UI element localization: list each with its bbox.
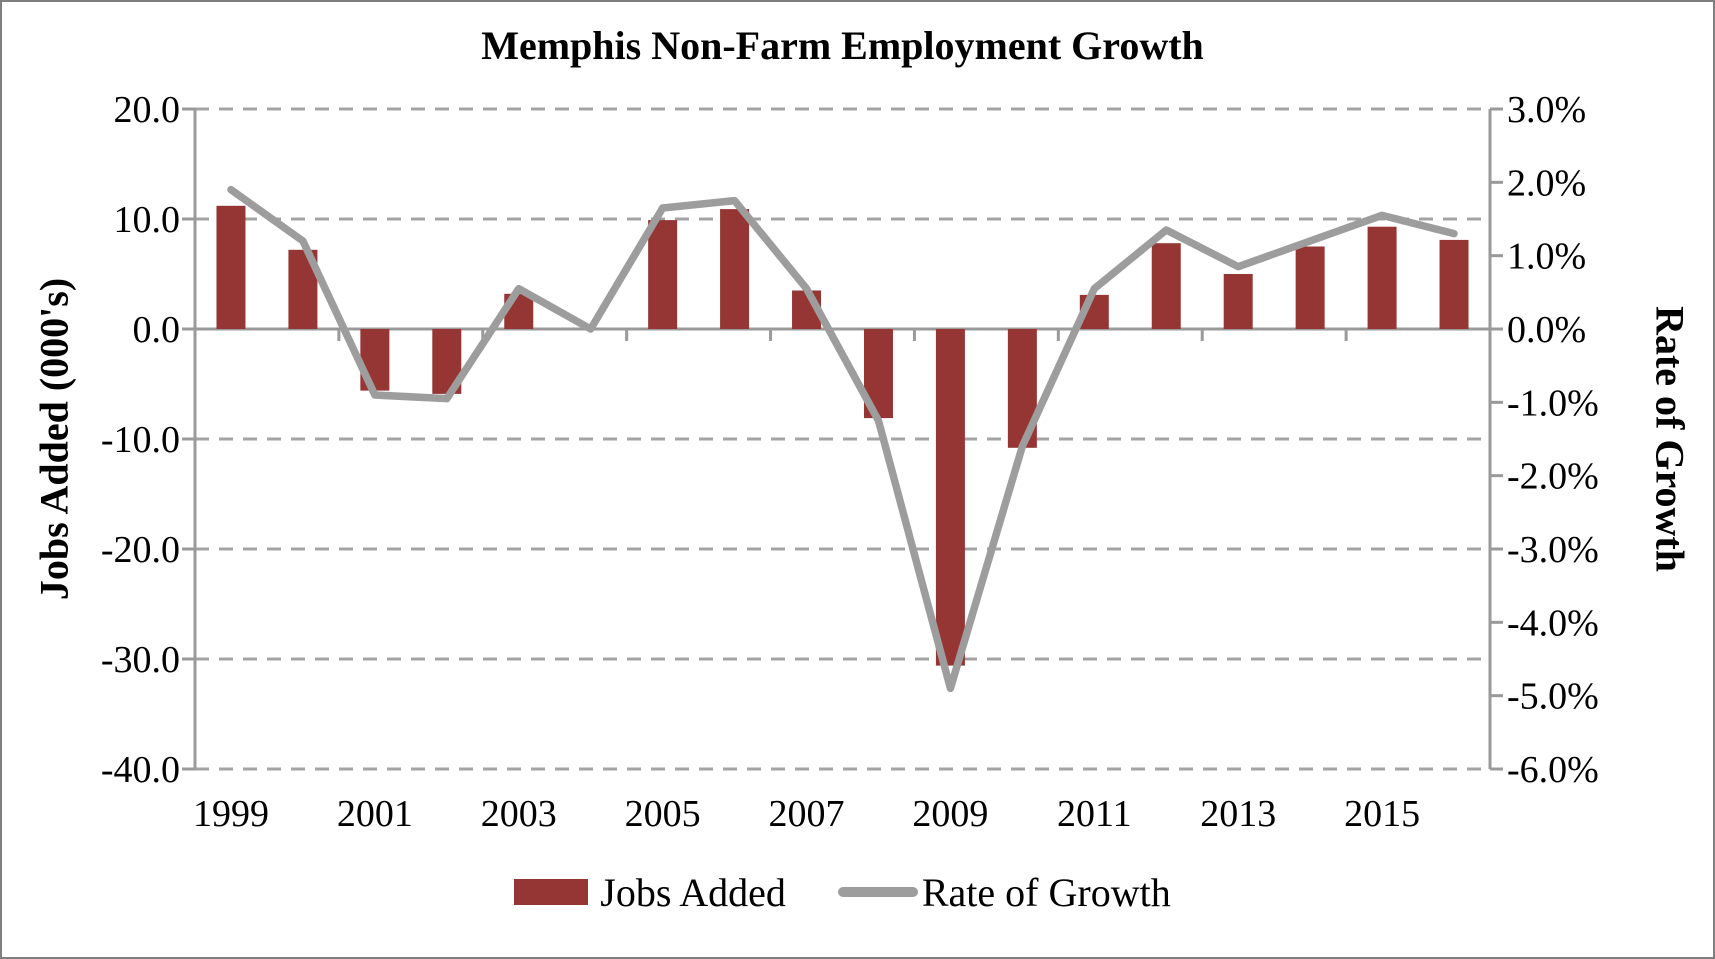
legend-line-swatch-icon bbox=[837, 887, 918, 897]
left-axis-tick-label: 20.0 bbox=[114, 89, 181, 131]
right-axis-tick-label: -6.0% bbox=[1507, 749, 1599, 791]
x-axis-label-1999: 1999 bbox=[193, 793, 269, 835]
bar-2009 bbox=[935, 329, 965, 666]
left-axis-tick-label: -20.0 bbox=[101, 529, 180, 571]
legend-item-rate-of-growth: Rate of Growth bbox=[837, 869, 1171, 916]
bar-2016 bbox=[1439, 239, 1469, 329]
left-axis-tick-label: -40.0 bbox=[101, 749, 180, 791]
rate-of-growth-line bbox=[227, 185, 1458, 693]
bar-1999 bbox=[216, 205, 246, 329]
right-axis-tick-label: -1.0% bbox=[1507, 382, 1599, 424]
right-axis-tick-label: 3.0% bbox=[1507, 89, 1586, 131]
x-axis-label-2013: 2013 bbox=[1200, 793, 1276, 835]
right-axis-tick-label: -4.0% bbox=[1507, 602, 1599, 644]
left-axis-tick-label: 10.0 bbox=[114, 199, 181, 241]
bar-2014 bbox=[1295, 246, 1325, 329]
right-axis-tick-label: 0.0% bbox=[1507, 309, 1586, 351]
bar-2015 bbox=[1367, 226, 1397, 329]
bar-2006 bbox=[720, 209, 750, 329]
legend-label-rate-of-growth: Rate of Growth bbox=[921, 869, 1171, 915]
right-axis-tick-label: 2.0% bbox=[1507, 162, 1586, 204]
left-axis-tick-label: 0.0 bbox=[133, 309, 181, 351]
x-axis-label-2005: 2005 bbox=[625, 793, 701, 835]
x-axis-label-2009: 2009 bbox=[912, 793, 988, 835]
left-axis-tick-label: -30.0 bbox=[101, 639, 180, 681]
x-axis-label-2003: 2003 bbox=[481, 793, 557, 835]
right-axis-tick-label: -5.0% bbox=[1507, 676, 1599, 718]
right-axis-tick-label: -3.0% bbox=[1507, 529, 1599, 571]
x-axis-label-2001: 2001 bbox=[337, 793, 413, 835]
legend-label-jobs-added: Jobs Added bbox=[600, 869, 786, 915]
chart-title: Memphis Non-Farm Employment Growth bbox=[481, 23, 1204, 68]
bar-2005 bbox=[648, 220, 678, 329]
bar-2013 bbox=[1223, 274, 1253, 329]
legend-bar-swatch-icon bbox=[514, 879, 589, 905]
left-axis-tick-label: -10.0 bbox=[101, 419, 180, 461]
legend-item-jobs-added: Jobs Added bbox=[514, 869, 786, 916]
x-axis-label-2011: 2011 bbox=[1057, 793, 1132, 835]
legend: Jobs Added Rate of Growth bbox=[195, 862, 1490, 922]
bar-2012 bbox=[1151, 243, 1181, 329]
right-axis-tick-label: 1.0% bbox=[1507, 236, 1586, 278]
right-axis-tick-label: -2.0% bbox=[1507, 456, 1599, 498]
x-axis-label-2015: 2015 bbox=[1344, 793, 1420, 835]
x-axis-label-2007: 2007 bbox=[769, 793, 845, 835]
